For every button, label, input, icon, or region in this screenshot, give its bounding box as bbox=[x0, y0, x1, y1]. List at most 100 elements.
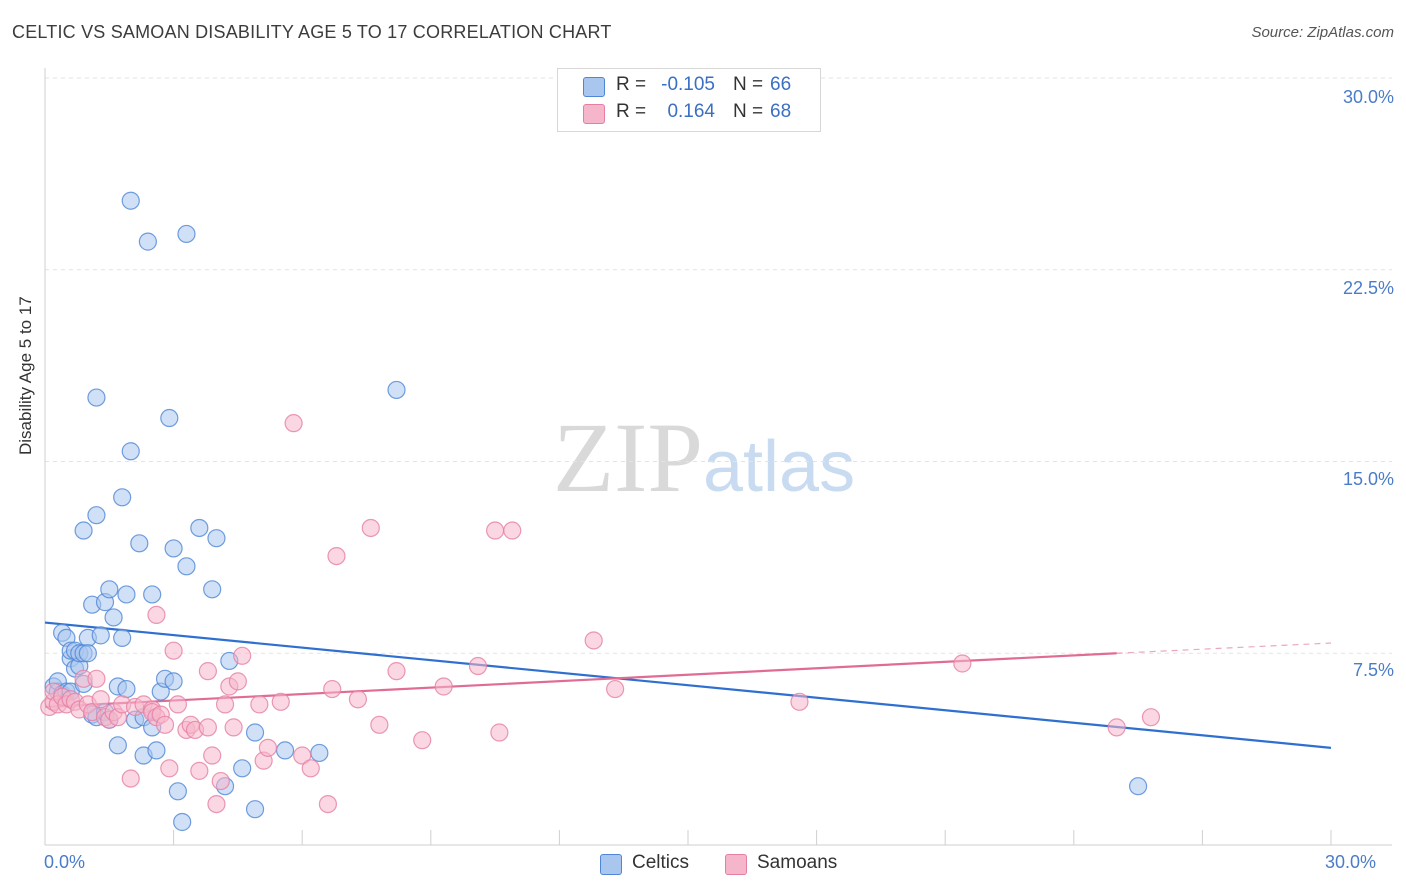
point-celtics bbox=[245, 800, 265, 819]
legend-n-label: N = bbox=[733, 74, 764, 95]
point-celtics bbox=[160, 408, 179, 428]
point-celtics bbox=[310, 743, 329, 763]
legend-row-celtics: R = -0.105 N = 66 bbox=[558, 74, 820, 100]
legend-row-samoans: R = 0.164 N = 68 bbox=[558, 101, 820, 127]
point-samoans bbox=[121, 769, 140, 788]
correlation-legend: R = -0.105 N = 66 R = 0.164 N = 68 bbox=[557, 68, 821, 132]
point-samoans bbox=[790, 692, 809, 711]
point-samoans bbox=[211, 771, 230, 791]
point-samoans bbox=[413, 731, 432, 750]
point-samoans bbox=[503, 521, 522, 540]
point-celtics bbox=[121, 191, 140, 210]
bottom-legend-swatch-celtics bbox=[600, 854, 622, 875]
point-celtics bbox=[121, 442, 140, 461]
point-celtics bbox=[130, 534, 149, 553]
point-celtics bbox=[87, 388, 106, 407]
x-tick-label-min: 0.0% bbox=[44, 852, 86, 872]
point-celtics bbox=[387, 380, 406, 400]
point-samoans bbox=[953, 654, 972, 673]
point-samoans bbox=[207, 794, 226, 814]
point-samoans bbox=[434, 677, 453, 696]
data-points bbox=[40, 191, 1161, 832]
point-celtics bbox=[100, 580, 119, 599]
point-samoans bbox=[271, 692, 290, 711]
point-samoans bbox=[228, 672, 247, 691]
bottom-legend-samoans: Samoans bbox=[757, 852, 838, 873]
point-samoans bbox=[87, 669, 106, 688]
point-samoans bbox=[301, 759, 320, 778]
point-samoans bbox=[224, 718, 243, 737]
point-samoans bbox=[250, 695, 269, 714]
point-samoans bbox=[293, 746, 312, 765]
point-samoans bbox=[348, 690, 368, 709]
y-tick-label-15: 15.0% bbox=[1342, 469, 1394, 489]
point-celtics bbox=[91, 626, 110, 645]
point-celtics bbox=[173, 812, 192, 832]
point-samoans bbox=[215, 695, 235, 714]
point-samoans bbox=[258, 738, 278, 757]
point-samoans bbox=[233, 646, 252, 665]
y-tick-label-30: 30.0% bbox=[1342, 87, 1394, 107]
point-celtics bbox=[275, 741, 295, 760]
point-celtics bbox=[117, 585, 136, 604]
point-samoans bbox=[203, 746, 222, 765]
point-celtics bbox=[138, 232, 157, 251]
point-samoans bbox=[468, 656, 488, 676]
point-celtics bbox=[113, 628, 132, 648]
point-celtics bbox=[78, 644, 97, 663]
point-samoans bbox=[168, 695, 187, 714]
legend-swatch-celtics bbox=[583, 77, 605, 97]
point-celtics bbox=[168, 782, 187, 801]
point-celtics bbox=[245, 723, 265, 742]
point-celtics bbox=[143, 585, 162, 604]
point-samoans bbox=[190, 761, 209, 780]
point-celtics bbox=[117, 679, 136, 699]
point-samoans bbox=[490, 723, 509, 742]
point-celtics bbox=[164, 672, 183, 691]
legend-n-value: 68 bbox=[770, 101, 792, 122]
point-samoans bbox=[370, 715, 389, 734]
point-celtics bbox=[104, 608, 123, 627]
point-samoans bbox=[164, 641, 183, 660]
y-axis-label: Disability Age 5 to 17 bbox=[16, 296, 35, 455]
point-samoans bbox=[1141, 708, 1161, 727]
legend-r-label: R = bbox=[616, 101, 647, 122]
legend-n-value: 66 bbox=[770, 74, 792, 95]
point-samoans bbox=[323, 679, 342, 699]
point-celtics bbox=[190, 518, 209, 538]
legend-r-value: 0.164 bbox=[667, 101, 715, 122]
y-tick-label-7-5: 7.5% bbox=[1352, 660, 1394, 680]
point-samoans bbox=[198, 718, 217, 737]
y-tick-label-22-5: 22.5% bbox=[1342, 278, 1394, 298]
source-label: Source: ZipAtlas.com bbox=[1251, 24, 1394, 41]
grid-lines bbox=[45, 77, 1392, 654]
legend-swatch-samoans bbox=[583, 104, 605, 124]
point-samoans bbox=[91, 690, 110, 709]
chart-title: CELTIC VS SAMOAN DISABILITY AGE 5 TO 17 … bbox=[12, 22, 612, 42]
bottom-legend-celtics: Celtics bbox=[632, 852, 690, 873]
point-celtics bbox=[1128, 777, 1148, 796]
point-celtics bbox=[164, 539, 183, 558]
point-celtics bbox=[74, 521, 93, 540]
point-celtics bbox=[203, 580, 222, 599]
legend-r-value: -0.105 bbox=[661, 74, 715, 95]
point-celtics bbox=[207, 529, 226, 548]
point-samoans bbox=[486, 521, 505, 540]
point-celtics bbox=[108, 736, 127, 755]
axes bbox=[44, 68, 1392, 846]
point-samoans bbox=[155, 715, 175, 734]
point-samoans bbox=[327, 546, 346, 566]
point-celtics bbox=[177, 557, 196, 576]
point-celtics bbox=[233, 759, 252, 778]
point-samoans bbox=[284, 414, 303, 433]
point-celtics bbox=[177, 224, 196, 244]
point-celtics bbox=[87, 506, 106, 525]
watermark-zip: ZIP bbox=[553, 402, 703, 513]
point-samoans bbox=[387, 662, 406, 681]
x-tick-label-max: 30.0% bbox=[1325, 852, 1377, 872]
point-samoans bbox=[318, 794, 338, 814]
bottom-legend-swatch-samoans bbox=[725, 854, 747, 875]
legend-n-label: N = bbox=[733, 101, 764, 122]
point-celtics bbox=[147, 741, 166, 760]
